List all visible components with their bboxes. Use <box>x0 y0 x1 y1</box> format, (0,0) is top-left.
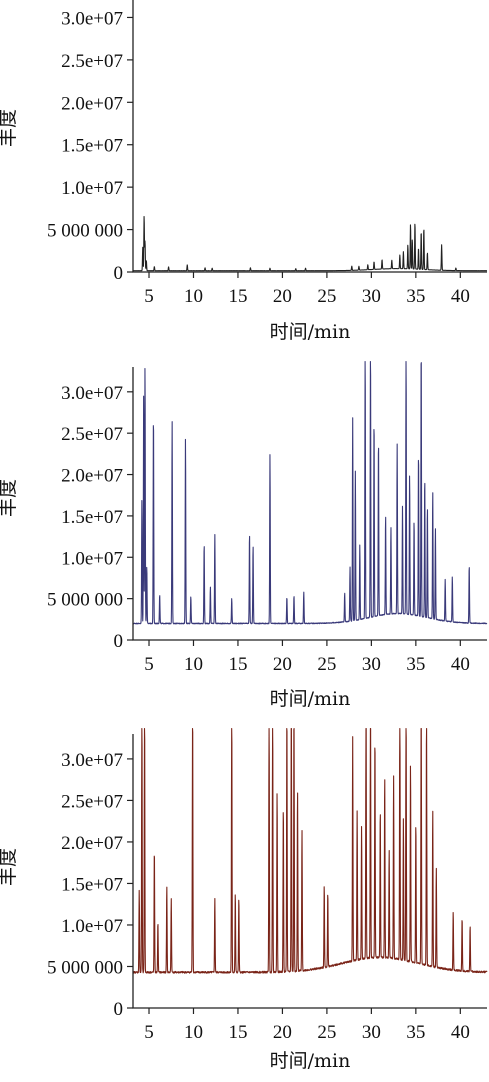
x-axis-title: 时间/min <box>270 321 351 343</box>
y-tick-label: 1.5e+07 <box>61 874 123 895</box>
x-tick-label: 15 <box>228 1022 247 1043</box>
y-tick-label: 3.0e+07 <box>61 383 123 404</box>
x-tick-label: 5 <box>144 286 154 307</box>
x-tick-label: 20 <box>273 1022 292 1043</box>
x-tick-label: 30 <box>362 654 381 675</box>
y-axis-title: 丰度 <box>0 848 19 886</box>
axis-frame <box>132 734 487 1009</box>
chromatogram-panel-1: 0 5 000 000 1.0e+07 1.5e+07 2.0e+07 2.5e+07 3.… <box>0 0 489 360</box>
chromatogram-chart-2: 0 5 000 000 1.0e+07 1.5e+07 2.0e+07 2.5e+07 3.… <box>0 360 488 710</box>
x-tick-label: 40 <box>451 286 470 307</box>
y-tick-label: 1.0e+07 <box>61 916 123 937</box>
y-tick-label: 2.5e+07 <box>61 51 123 72</box>
x-tick-label: 35 <box>406 286 425 307</box>
x-tick-label: 35 <box>406 654 425 675</box>
y-tick-label: 1.5e+07 <box>61 136 123 157</box>
x-tick-label: 40 <box>451 1022 470 1043</box>
y-tick-label: 1.5e+07 <box>61 507 123 528</box>
x-tick-label: 20 <box>273 286 292 307</box>
y-axis-title: 丰度 <box>0 109 19 147</box>
y-tick-label: 2.0e+07 <box>61 93 123 114</box>
x-tick-label: 5 <box>144 1022 154 1043</box>
x-tick-label: 35 <box>406 1022 425 1043</box>
y-tick-label: 2.5e+07 <box>61 424 123 445</box>
y-tick-label: 0 <box>114 263 124 284</box>
x-tick-label: 10 <box>184 1022 203 1043</box>
chromatogram-trace-1 <box>132 215 488 272</box>
chromatogram-panel-3: 0 5 000 000 1.0e+07 1.5e+07 2.0e+07 2.5e+07 3.… <box>0 727 489 1082</box>
y-tick-label: 0 <box>114 999 124 1020</box>
x-tick-label: 15 <box>228 286 247 307</box>
x-tick-label: 30 <box>362 286 381 307</box>
chromatogram-trace-2 <box>132 360 488 625</box>
x-tick-label: 10 <box>184 286 203 307</box>
y-tick-label: 1.0e+07 <box>61 548 123 569</box>
y-tick-label: 2.5e+07 <box>61 791 123 812</box>
y-tick-label: 3.0e+07 <box>61 8 123 29</box>
x-tick-label: 30 <box>362 1022 381 1043</box>
y-tick-label: 5 000 000 <box>47 957 123 978</box>
y-tick-label: 2.0e+07 <box>61 466 123 487</box>
axis-frame <box>132 0 487 273</box>
chromatogram-chart-3: 0 5 000 000 1.0e+07 1.5e+07 2.0e+07 2.5e+07 3.… <box>0 727 488 1072</box>
y-tick-label: 2.0e+07 <box>61 833 123 854</box>
y-axis-title: 丰度 <box>0 479 19 517</box>
x-tick-label: 10 <box>184 654 203 675</box>
y-tick-label: 5 000 000 <box>47 590 123 611</box>
y-tick-label: 5 000 000 <box>47 221 123 242</box>
x-tick-label: 40 <box>451 654 470 675</box>
chromatogram-chart-1: 0 5 000 000 1.0e+07 1.5e+07 2.0e+07 2.5e+07 3.… <box>0 0 488 343</box>
y-tick-label: 1.0e+07 <box>61 178 123 199</box>
x-axis-title: 时间/min <box>270 688 351 710</box>
chromatogram-trace-3 <box>132 727 488 974</box>
x-tick-label: 20 <box>273 654 292 675</box>
x-tick-label: 25 <box>317 654 336 675</box>
x-tick-label: 5 <box>144 654 154 675</box>
x-tick-label: 15 <box>228 654 247 675</box>
x-tick-label: 25 <box>317 1022 336 1043</box>
chromatogram-panel-2: 0 5 000 000 1.0e+07 1.5e+07 2.0e+07 2.5e+07 3.… <box>0 360 489 727</box>
y-tick-label: 0 <box>114 631 124 652</box>
x-tick-label: 25 <box>317 286 336 307</box>
x-axis-title: 时间/min <box>270 1050 351 1072</box>
y-tick-label: 3.0e+07 <box>61 750 123 771</box>
axis-frame <box>132 367 487 641</box>
